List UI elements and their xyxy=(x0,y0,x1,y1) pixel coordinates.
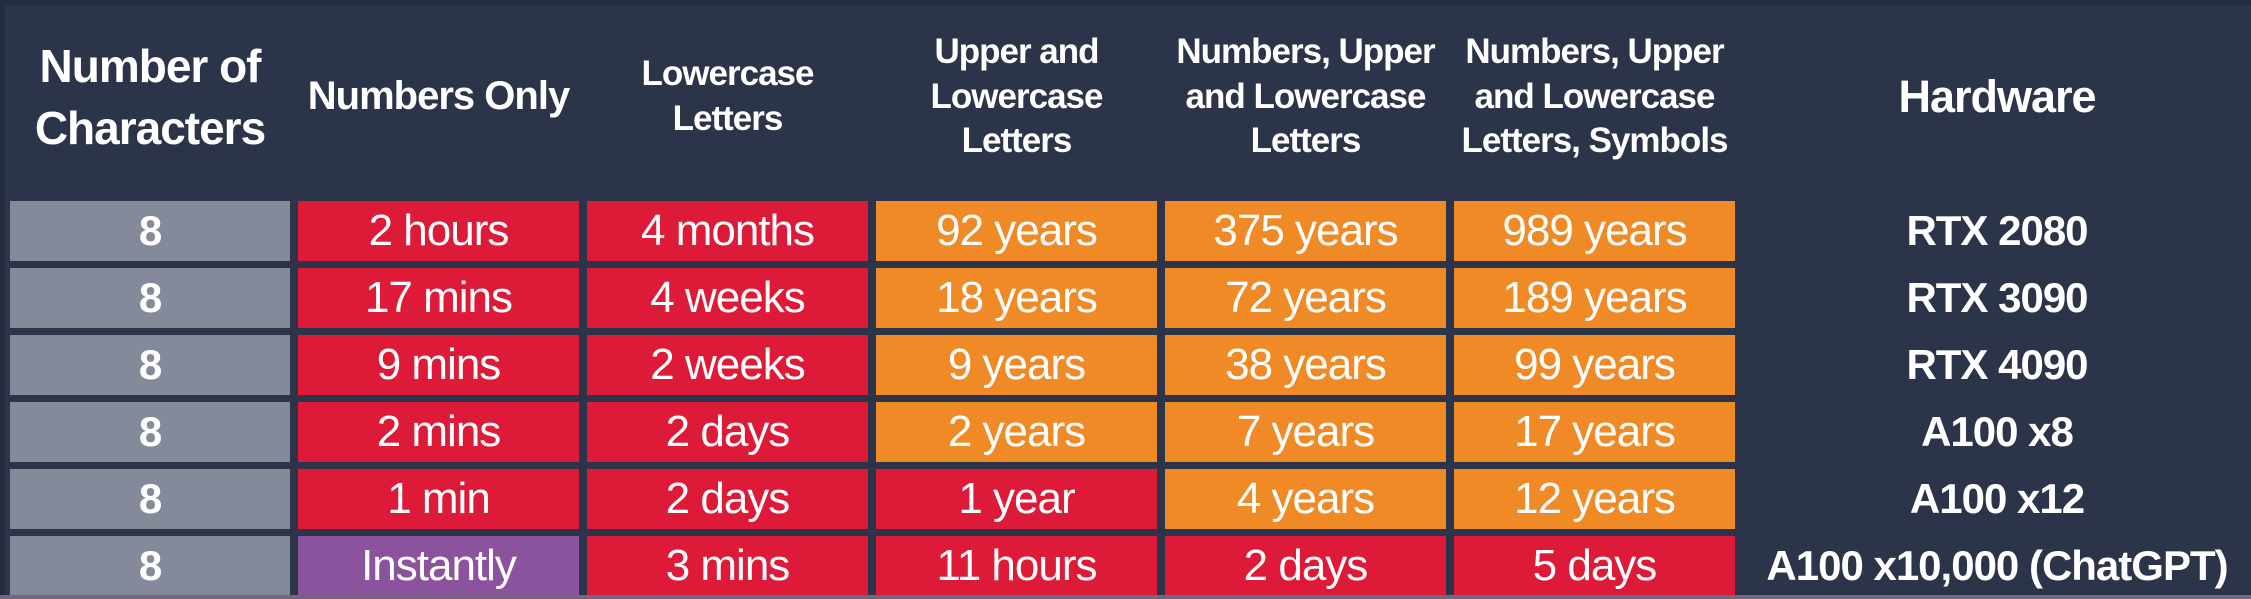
table-cell-r3-c5: 38 years xyxy=(1165,335,1446,395)
frame-left-edge xyxy=(0,0,5,599)
table-cell-r1-c4: 92 years xyxy=(876,201,1157,261)
column-header-hardware: Hardware xyxy=(1898,71,2096,123)
table-cell-r6-c3: 3 mins xyxy=(587,536,868,596)
table-cell-r6-c6: 5 days xyxy=(1454,536,1735,596)
table-cell-r6-c5: 2 days xyxy=(1165,536,1446,596)
table-cell-r1-c1: 8 xyxy=(10,201,290,261)
table-cell-r2-c4: 18 years xyxy=(876,268,1157,328)
table-cell-r1-c6: 989 years xyxy=(1454,201,1735,261)
table-cell-r3-c6: 99 years xyxy=(1454,335,1735,395)
table-cell-r3-c7: RTX 4090 xyxy=(1906,341,2088,388)
table-cell-r2-c5: 72 years xyxy=(1165,268,1446,328)
table-cell-r2-c6: 189 years xyxy=(1454,268,1735,328)
table-cell-r5-c7: A100 x12 xyxy=(1909,475,2085,522)
table-cell-r2-c2: 17 mins xyxy=(298,268,579,328)
table-cell-r5-c1: 8 xyxy=(10,469,290,529)
table-cell-r5-c5: 4 years xyxy=(1165,469,1446,529)
table-cell-r2-c3: 4 weeks xyxy=(587,268,868,328)
table-cell-r4-c6: 17 years xyxy=(1454,402,1735,462)
frame-bottom-edge xyxy=(0,595,2251,599)
table-cell-r1-c5: 375 years xyxy=(1165,201,1446,261)
column-header-numbers-only: Numbers Only xyxy=(307,74,570,119)
table-cell-r5-c4: 1 year xyxy=(876,469,1157,529)
table-cell-r6-c1: 8 xyxy=(10,536,290,596)
table-cell-r2-c1: 8 xyxy=(10,268,290,328)
table-cell-r4-c1: 8 xyxy=(10,402,290,462)
table-cell-r4-c4: 2 years xyxy=(876,402,1157,462)
table-cell-r6-c4: 11 hours xyxy=(876,536,1157,596)
table-cell-r2-c7: RTX 3090 xyxy=(1906,274,2088,321)
column-header-lowercase-letters: Lowercase Letters xyxy=(641,54,815,138)
table-cell-r5-c3: 2 days xyxy=(587,469,868,529)
table-cell-r6-c7: A100 x10,000 (ChatGPT) xyxy=(1766,542,2228,589)
table-cell-r5-c2: 1 min xyxy=(298,469,579,529)
table-cell-r5-c6: 12 years xyxy=(1454,469,1735,529)
column-header-number-of-characters: Number of Characters xyxy=(34,39,266,154)
table-cell-r3-c2: 9 mins xyxy=(298,335,579,395)
table-cell-r6-c2: Instantly xyxy=(298,536,579,596)
table-cell-r4-c7: A100 x8 xyxy=(1921,408,2074,455)
table-cell-r1-c3: 4 months xyxy=(587,201,868,261)
table-cell-r1-c7: RTX 2080 xyxy=(1906,207,2088,254)
table-cell-r4-c3: 2 days xyxy=(587,402,868,462)
table-cell-r3-c3: 2 weeks xyxy=(587,335,868,395)
frame-top-edge xyxy=(0,0,2251,5)
column-header-numbers-upper-lowercase-letters: Numbers, Upper and Lowercase Letters xyxy=(1176,31,1435,161)
table-cell-r1-c2: 2 hours xyxy=(298,201,579,261)
column-header-numbers-upper-lowercase-symbols: Numbers, Upper and Lowercase Letters, Sy… xyxy=(1461,31,1728,161)
table-cell-r3-c1: 8 xyxy=(10,335,290,395)
table-cell-r3-c4: 9 years xyxy=(876,335,1157,395)
table-cell-r4-c5: 7 years xyxy=(1165,402,1446,462)
column-header-upper-and-lowercase-letters: Upper and Lowercase Letters xyxy=(930,31,1104,161)
table-cell-r4-c2: 2 mins xyxy=(298,402,579,462)
